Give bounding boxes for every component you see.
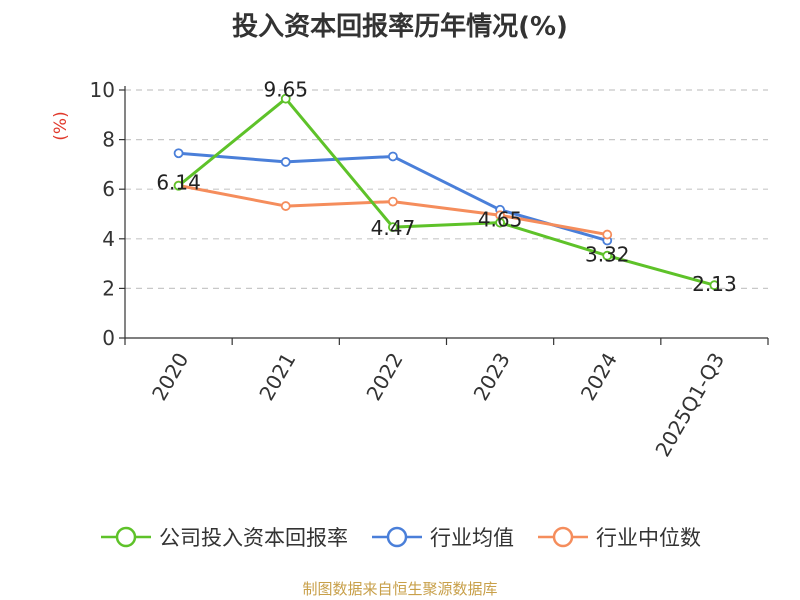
grid-lines	[125, 89, 768, 289]
data-point	[388, 222, 398, 233]
legend-label-industry-median: 行业中位数	[596, 526, 701, 550]
data-point	[388, 196, 398, 207]
data-point	[173, 180, 184, 191]
x-tick-label: 2020	[147, 349, 193, 405]
x-tick-label: 2024	[576, 349, 622, 405]
data-label: 4.65	[478, 208, 523, 232]
legend-marker-industry-mean	[372, 526, 422, 548]
y-tick-label: 10	[90, 78, 115, 102]
data-point	[280, 157, 291, 167]
legend-item-industry-median[interactable]: 行业中位数	[536, 522, 701, 552]
legend-label-industry-mean: 行业均值	[430, 526, 514, 550]
legend-marker-industry-median	[538, 526, 588, 548]
legend-item-industry-mean[interactable]: 行业均值	[370, 522, 514, 552]
legend-label-company: 公司投入资本回报率	[159, 526, 348, 550]
legend-item-company[interactable]: 公司投入资本回报率	[99, 522, 348, 552]
data-label: 9.65	[263, 78, 308, 102]
series-line	[177, 97, 715, 287]
legend-marker-company	[101, 526, 151, 548]
data-labels: 6.14 9.65 4.47 4.65 3.32 2.13	[156, 78, 736, 296]
axes: 0 2 4 6 8 10 2020 2021 2022 2023 2024 2025Q1-Q3 (%)	[51, 78, 769, 461]
data-point	[602, 229, 613, 240]
data-label: 3.32	[585, 243, 630, 267]
y-tick-label: 8	[102, 128, 115, 152]
chart-title: 投入资本回报率历年情况(%)	[232, 12, 568, 42]
data-point	[709, 280, 720, 291]
y-tick-label: 0	[102, 326, 115, 350]
data-point	[495, 217, 505, 228]
data-label: 6.14	[156, 171, 201, 195]
y-tick-label: 2	[102, 276, 115, 300]
x-tick-label: 2022	[361, 349, 407, 405]
y-axis-label: (%)	[51, 111, 71, 140]
x-tick-label: 2023	[469, 349, 515, 405]
y-tick-label: 6	[102, 177, 115, 201]
y-tick-label: 4	[102, 227, 115, 251]
series-lines	[177, 97, 715, 287]
data-point	[173, 148, 184, 159]
data-label: 4.47	[371, 216, 416, 240]
data-label: 2.13	[692, 272, 737, 296]
legend: 公司投入资本回报率 行业均值 行业中位数	[0, 522, 800, 552]
data-point	[602, 250, 613, 261]
x-tick-label: 2021	[254, 349, 300, 405]
data-point	[388, 151, 398, 162]
source-note: 制图数据来自恒生聚源数据库	[302, 580, 498, 598]
data-point	[280, 201, 291, 211]
data-points	[173, 93, 720, 291]
x-tick-label: 2025Q1-Q3	[650, 349, 729, 461]
data-point	[280, 93, 291, 104]
